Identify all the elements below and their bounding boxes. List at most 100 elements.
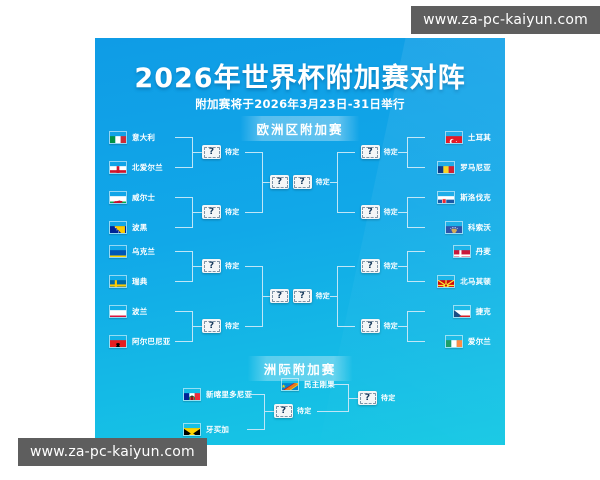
bracket-line [338, 152, 355, 153]
northern-ireland-flag-icon [109, 161, 127, 174]
bracket-line [338, 212, 355, 213]
denmark-flag-icon [452, 245, 471, 258]
match-node-tbd: ? 待定 [360, 259, 398, 273]
bracket-line [338, 326, 355, 327]
team-name: 科索沃 [467, 223, 491, 232]
tbd-label: 待定 [383, 262, 398, 270]
bracket-line [398, 326, 408, 327]
bracket-line [331, 384, 348, 385]
romania-flag-icon [437, 161, 456, 174]
section-header-europe: 欧洲区附加赛 [240, 116, 360, 141]
bracket-line [317, 411, 348, 412]
bracket-line [247, 429, 264, 430]
bracket-line [175, 137, 192, 138]
ukraine-flag-icon [109, 245, 127, 258]
team-name: 民主刚果 [304, 380, 335, 389]
tbd-label: 待定 [315, 292, 330, 300]
match-node-tbd: ? 待定 [292, 289, 330, 303]
poland-flag-icon [109, 305, 127, 318]
match-node-tbd: ? 待定 [360, 319, 398, 333]
team-name: 乌克兰 [132, 247, 156, 256]
team-row: 北马其顿 [437, 275, 491, 288]
team-name: 瑞典 [132, 277, 148, 286]
team-row: 土耳其 [444, 131, 491, 144]
team-row: 新喀里多尼亚 [183, 388, 252, 401]
team-row: 捷克 [452, 305, 491, 318]
jamaica-flag-icon [183, 423, 201, 436]
tbd-box: ? [270, 175, 289, 189]
tbd-label: 待定 [225, 262, 240, 270]
bracket-line [408, 311, 425, 312]
tbd-label: 待定 [225, 148, 240, 156]
bracket-line [408, 281, 425, 282]
team-row: 斯洛伐克 [437, 191, 491, 204]
tbd-mark: ? [208, 206, 215, 217]
tbd-label: 待定 [383, 322, 398, 330]
tbd-label: 待定 [381, 394, 396, 402]
team-row: 威尔士 [109, 191, 155, 204]
bracket-line [192, 212, 202, 213]
tbd-mark: ? [364, 392, 371, 403]
tbd-box: ? [360, 319, 380, 333]
bracket-line [408, 227, 425, 228]
tbd-mark: ? [367, 320, 373, 331]
team-name: 罗马尼亚 [460, 163, 491, 172]
match-node-tbd: ? 待定 [358, 391, 395, 405]
bracket-line [175, 197, 192, 198]
bracket-line [175, 341, 192, 342]
team-row: 民主刚果 [281, 378, 335, 391]
tbd-mark: ? [299, 176, 305, 187]
bracket-line [408, 167, 425, 168]
match-node-tbd: ? 待定 [202, 319, 239, 333]
team-name: 北爱尔兰 [132, 163, 163, 172]
match-node-tbd: ? 待定 [274, 404, 311, 418]
team-name: 阿尔巴尼亚 [132, 337, 171, 346]
bracket-line [408, 341, 425, 342]
bracket-line [408, 137, 425, 138]
bracket-line [192, 266, 202, 267]
match-node-tbd: ? 待定 [360, 205, 398, 219]
bracket-line [245, 326, 262, 327]
tbd-box: ? [202, 205, 221, 219]
team-row: 牙买加 [183, 423, 229, 436]
turkey-flag-icon [444, 131, 463, 144]
tbd-label: 待定 [383, 148, 398, 156]
tbd-mark: ? [208, 320, 215, 331]
tbd-mark: ? [276, 176, 283, 187]
bracket-line [175, 227, 192, 228]
team-name: 威尔士 [132, 193, 156, 202]
team-name: 斯洛伐克 [460, 193, 491, 202]
tbd-box: ? [202, 145, 221, 159]
team-name: 波黑 [132, 223, 148, 232]
team-row: 北爱尔兰 [109, 161, 163, 174]
tbd-label: 待定 [383, 208, 398, 216]
team-name: 爱尔兰 [467, 337, 491, 346]
bracket-line [264, 411, 274, 412]
section-header-intercontinental: 洲际附加赛 [247, 356, 353, 381]
czechia-flag-icon [452, 305, 471, 318]
bracket-line [398, 152, 408, 153]
team-name: 丹麦 [475, 247, 491, 256]
team-name: 北马其顿 [460, 277, 491, 286]
team-row: 阿尔巴尼亚 [109, 335, 171, 348]
slovakia-flag-icon [437, 191, 456, 204]
tbd-mark: ? [367, 260, 373, 271]
team-row: 瑞典 [109, 275, 147, 288]
bracket-line [192, 326, 202, 327]
bracket-line [175, 311, 192, 312]
page-subtitle: 附加赛将于2026年3月23日-31日举行 [195, 97, 405, 111]
match-node-tbd: ? 待定 [202, 205, 239, 219]
team-row: 波黑 [109, 221, 147, 234]
dr-congo-flag-icon [281, 378, 299, 391]
bracket-line [398, 266, 408, 267]
match-node-tbd: ? 待定 [202, 259, 239, 273]
tbd-mark: ? [280, 405, 287, 416]
team-row: 波兰 [109, 305, 147, 318]
tbd-box: ? [292, 175, 312, 189]
bracket-line [245, 266, 262, 267]
wales-flag-icon [109, 191, 127, 204]
team-row: 意大利 [109, 131, 155, 144]
tbd-box: ? [358, 391, 377, 405]
tbd-label: 待定 [225, 208, 240, 216]
team-row: 科索沃 [444, 221, 491, 234]
